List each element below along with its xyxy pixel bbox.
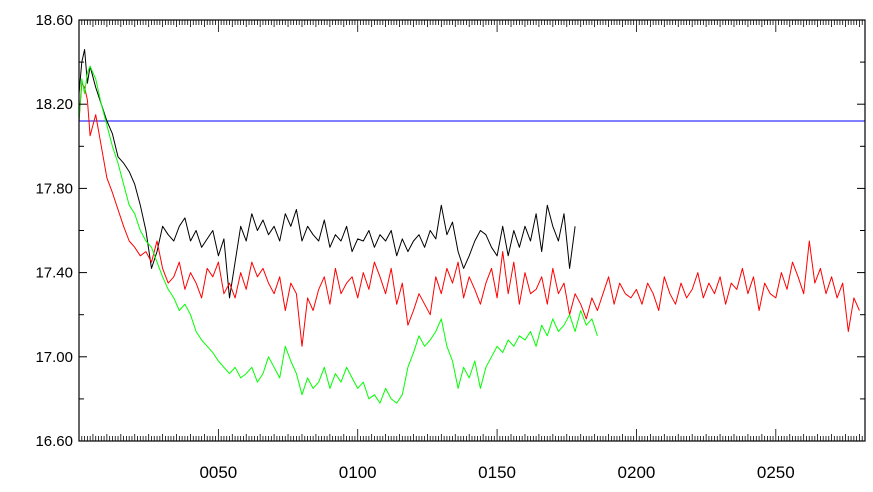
y-tick-label: 17.00	[35, 349, 73, 366]
x-tick-label: 0250	[757, 463, 795, 482]
y-tick-label: 16.60	[35, 433, 73, 450]
labels-layer: 18.60 18.20 17.80 17.40 17.00 16.60 0050 0100 01…	[35, 12, 794, 482]
x-tick-label: 0100	[339, 463, 377, 482]
series-line-3	[78, 65, 598, 404]
y-tick-label: 18.60	[35, 12, 73, 29]
series-line-2	[78, 82, 860, 347]
y-tick-label: 17.40	[35, 265, 73, 282]
x-tick-label: 0200	[618, 463, 656, 482]
series-layer	[78, 49, 865, 404]
y-tick-label: 17.80	[35, 180, 73, 197]
ticks-layer	[78, 19, 866, 442]
x-tick-label: 0050	[199, 463, 237, 482]
y-tick-label: 18.20	[35, 96, 73, 113]
x-tick-label: 0150	[478, 463, 516, 482]
plot-frame	[78, 19, 866, 442]
series-line-1	[78, 49, 576, 299]
